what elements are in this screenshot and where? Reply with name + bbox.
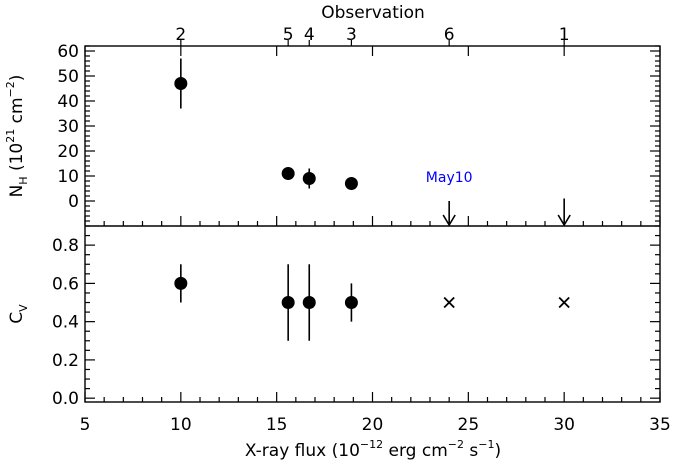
observation-label: 5 [283, 25, 294, 45]
y-tick-label: 30 [57, 117, 79, 137]
x-tick-label: 25 [458, 415, 480, 435]
cv-y-tick-labels: 0.0 0.2 0.4 0.6 0.8 [52, 236, 79, 409]
y-tick-label: 0 [68, 192, 79, 212]
y-tick-label: 0.8 [52, 236, 79, 256]
observation-label: 1 [559, 25, 570, 45]
data-point [302, 296, 316, 310]
fixed-value-cross [558, 296, 570, 309]
x-tick-label: 10 [170, 415, 192, 435]
y-tick-label: 0.2 [52, 351, 79, 371]
data-point [344, 177, 358, 190]
upper-limit-arrowhead [557, 214, 571, 227]
nh-y-tick-labels: 0 10 20 30 40 50 60 [57, 42, 79, 212]
observation-label: 6 [444, 25, 455, 45]
cv-y-axis-title: CV [7, 304, 30, 324]
x-ticks [84, 46, 661, 402]
x-tick-label: 30 [553, 415, 575, 435]
observation-label: 3 [346, 25, 357, 45]
data-point [281, 167, 295, 180]
y-tick-label: 0.6 [52, 274, 79, 294]
y-tick-label: 0.0 [52, 389, 79, 409]
nh-y-axis-title: NH (1021 cm−2) [4, 75, 30, 198]
x-tick-label: 15 [266, 415, 288, 435]
y-tick-label: 0.4 [52, 313, 79, 333]
data-point [302, 172, 316, 185]
data-point [281, 296, 295, 310]
may10-annotation: May10 [426, 170, 473, 186]
fixed-value-cross [443, 296, 455, 309]
top-observation-ticks [180, 40, 565, 46]
x-axis-title: X-ray flux (10−12 erg cm−2 s−1) [245, 438, 501, 461]
y-tick-label: 20 [57, 142, 79, 162]
nh-data-points [174, 58, 571, 227]
x-tick-labels: 5 10 15 20 25 30 35 [80, 415, 671, 435]
y-tick-label: 50 [57, 67, 79, 87]
y-tick-label: 40 [57, 92, 79, 112]
cv-data-points [174, 264, 570, 341]
nh-y-ticks [85, 45, 660, 222]
x-tick-label: 5 [80, 415, 91, 435]
y-tick-label: 10 [57, 167, 79, 187]
cv-y-ticks [85, 225, 660, 399]
x-tick-label: 35 [649, 415, 671, 435]
data-point [174, 77, 188, 90]
observation-label: 4 [304, 25, 315, 45]
data-point [344, 296, 358, 310]
observation-label: 2 [175, 25, 186, 45]
top-axis-title: Observation [321, 3, 425, 23]
y-tick-label: 60 [57, 42, 79, 62]
data-point [174, 276, 188, 290]
upper-limit-arrowhead [442, 214, 456, 227]
x-tick-label: 20 [362, 415, 384, 435]
